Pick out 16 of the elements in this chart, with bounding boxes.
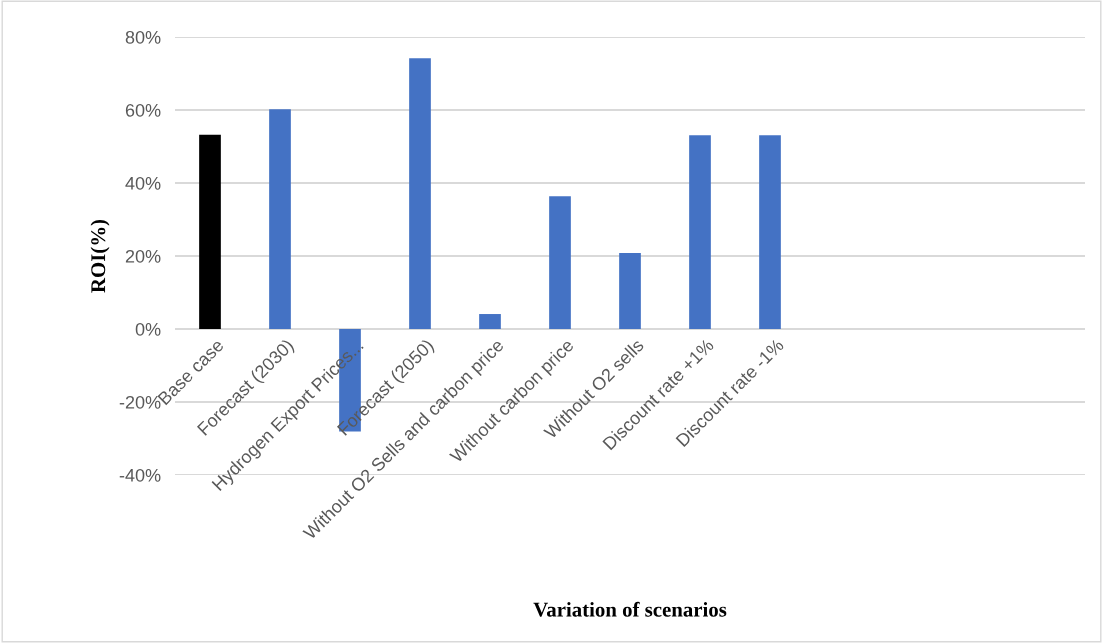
bar	[759, 135, 781, 329]
y-tick-label: 80%	[125, 30, 161, 44]
bar	[409, 58, 431, 329]
y-tick-label: 20%	[125, 249, 161, 263]
x-axis-title: Variation of scenarios	[533, 601, 727, 617]
y-axis-title: ROI(%)	[90, 219, 110, 293]
bar	[689, 135, 711, 329]
bar	[269, 109, 291, 329]
bar	[479, 314, 501, 329]
bar	[549, 196, 571, 329]
y-tick-label: 0%	[135, 322, 161, 336]
y-tick-label: -40%	[119, 468, 161, 482]
bar	[199, 134, 221, 329]
y-tick-label: 40%	[125, 176, 161, 190]
y-tick-label: 60%	[125, 103, 161, 117]
bar	[619, 253, 641, 329]
